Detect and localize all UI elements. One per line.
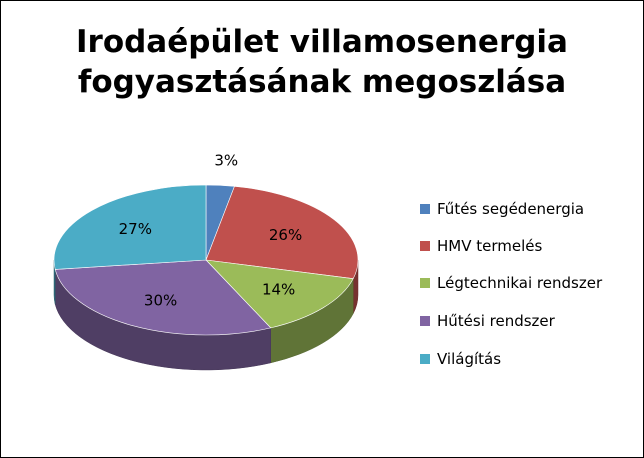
slice-label-vilagitas: 27%	[119, 220, 152, 238]
chart-title-line-1: Irodaépület villamosenergia	[76, 24, 568, 60]
slice-label-hmv: 26%	[269, 226, 302, 244]
slice-label-futes: 3%	[214, 151, 238, 169]
legend-label-legtechnikai: Légtechnikai rendszer	[437, 274, 603, 292]
slice-label-legtechnikai: 14%	[262, 281, 295, 299]
chart-title: Irodaépület villamosenergia fogyasztásán…	[0, 22, 644, 102]
legend-label-hmv: HMV termelés	[437, 237, 543, 255]
legend-swatch-hutesi	[420, 316, 430, 326]
legend-swatch-hmv	[420, 241, 430, 251]
legend-label-vilagitas: Világítás	[437, 350, 502, 368]
slice-label-hutesi: 30%	[144, 292, 177, 310]
legend-label-futes: Fűtés segédenergia	[437, 200, 585, 218]
slice-legtechnikai	[205, 259, 354, 329]
slice-hmv	[205, 186, 359, 279]
legend-label-hutesi: Hűtési rendszer	[437, 312, 555, 330]
legend-swatch-vilagitas	[420, 354, 430, 364]
slice-hutesi	[54, 259, 272, 336]
legend-swatch-futes	[420, 204, 430, 214]
chart-title-line-2: fogyasztásának megoszlása	[77, 64, 567, 100]
legend-swatch-legtechnikai	[420, 278, 430, 288]
slice-vilagitas	[53, 184, 207, 270]
